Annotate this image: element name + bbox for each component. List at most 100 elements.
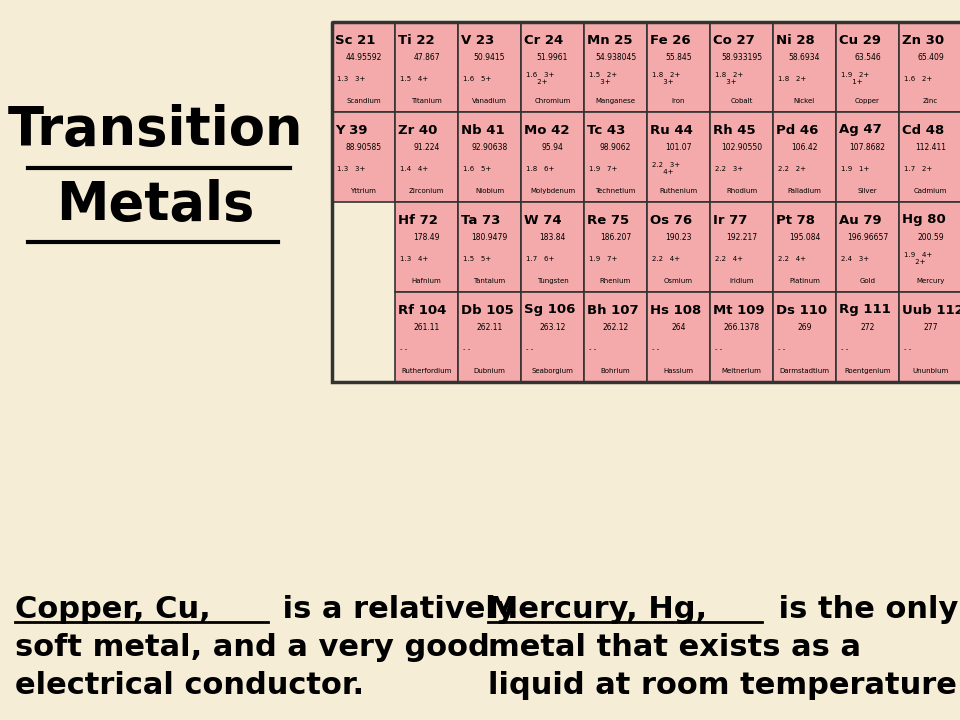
Text: Au 79: Au 79 <box>839 214 882 227</box>
Text: 50.9415: 50.9415 <box>473 53 505 63</box>
Text: 200.59: 200.59 <box>917 233 944 243</box>
Text: Hafnium: Hafnium <box>412 278 442 284</box>
Text: 192.217: 192.217 <box>726 233 757 243</box>
FancyBboxPatch shape <box>332 112 395 202</box>
Text: 263.12: 263.12 <box>540 323 565 333</box>
FancyBboxPatch shape <box>584 22 647 112</box>
Text: Ds 110: Ds 110 <box>776 304 828 317</box>
Text: Iron: Iron <box>672 98 685 104</box>
Text: Db 105: Db 105 <box>461 304 514 317</box>
Text: - -: - - <box>400 346 407 351</box>
Text: Ruthenium: Ruthenium <box>660 188 698 194</box>
Text: Cr 24: Cr 24 <box>524 34 564 47</box>
FancyBboxPatch shape <box>899 292 960 382</box>
Text: 2.2   4+: 2.2 4+ <box>652 256 680 261</box>
Text: Meitnerium: Meitnerium <box>722 368 761 374</box>
Text: 272: 272 <box>860 323 875 333</box>
Text: 1.5   4+: 1.5 4+ <box>400 76 428 81</box>
FancyBboxPatch shape <box>710 112 773 202</box>
Text: 1.9   1+: 1.9 1+ <box>841 166 870 171</box>
Text: Metals: Metals <box>56 179 254 231</box>
Text: Zr 40: Zr 40 <box>398 124 438 137</box>
Text: 1.9   2+
     1+: 1.9 2+ 1+ <box>841 72 870 86</box>
Text: Rhodium: Rhodium <box>726 188 757 194</box>
Text: - -: - - <box>841 346 849 351</box>
Text: 54.938045: 54.938045 <box>595 53 636 63</box>
Text: liquid at room temperature: liquid at room temperature <box>488 671 957 700</box>
Text: Hg 80: Hg 80 <box>902 214 946 227</box>
Text: 1.7   6+: 1.7 6+ <box>526 256 555 261</box>
Text: Zirconium: Zirconium <box>409 188 444 194</box>
Text: 58.6934: 58.6934 <box>789 53 820 63</box>
Text: Y 39: Y 39 <box>335 124 368 137</box>
FancyBboxPatch shape <box>647 292 710 382</box>
Text: Cu 29: Cu 29 <box>839 34 881 47</box>
Text: Pd 46: Pd 46 <box>776 124 819 137</box>
Text: - -: - - <box>778 346 785 351</box>
Text: 1.5   2+
     3+: 1.5 2+ 3+ <box>589 72 617 86</box>
Text: 262.11: 262.11 <box>476 323 503 333</box>
Text: Zinc: Zinc <box>923 98 938 104</box>
Text: Iridium: Iridium <box>730 278 754 284</box>
Text: 92.90638: 92.90638 <box>471 143 508 153</box>
Text: Osmium: Osmium <box>664 278 693 284</box>
Text: 277: 277 <box>924 323 938 333</box>
Text: Vanadium: Vanadium <box>472 98 507 104</box>
FancyBboxPatch shape <box>458 22 521 112</box>
Text: 101.07: 101.07 <box>665 143 692 153</box>
Text: Mercury: Mercury <box>916 278 945 284</box>
Text: Os 76: Os 76 <box>650 214 692 227</box>
Text: Palladium: Palladium <box>787 188 822 194</box>
Text: Ti 22: Ti 22 <box>398 34 435 47</box>
Text: Rh 45: Rh 45 <box>713 124 756 137</box>
FancyBboxPatch shape <box>773 202 836 292</box>
Text: is the only: is the only <box>768 595 958 624</box>
Text: Yttrium: Yttrium <box>350 188 376 194</box>
Text: Dubnium: Dubnium <box>473 368 505 374</box>
Text: Transition: Transition <box>8 104 302 156</box>
Text: Niobium: Niobium <box>475 188 504 194</box>
Text: 269: 269 <box>797 323 812 333</box>
Text: Zn 30: Zn 30 <box>902 34 945 47</box>
Text: Ag 47: Ag 47 <box>839 124 882 137</box>
Text: 95.94: 95.94 <box>541 143 564 153</box>
Text: 1.9   7+: 1.9 7+ <box>589 256 617 261</box>
Text: Cadmium: Cadmium <box>914 188 948 194</box>
Text: Tungsten: Tungsten <box>537 278 568 284</box>
Text: 196.96657: 196.96657 <box>847 233 888 243</box>
Text: 1.3   3+: 1.3 3+ <box>337 76 366 81</box>
Text: 63.546: 63.546 <box>854 53 881 63</box>
Text: Technetium: Technetium <box>595 188 636 194</box>
Text: Nb 41: Nb 41 <box>461 124 505 137</box>
FancyBboxPatch shape <box>647 202 710 292</box>
Text: Manganese: Manganese <box>595 98 636 104</box>
Text: Cd 48: Cd 48 <box>902 124 945 137</box>
Text: Nickel: Nickel <box>794 98 815 104</box>
FancyBboxPatch shape <box>458 292 521 382</box>
Text: 1.5   5+: 1.5 5+ <box>463 256 492 261</box>
Text: Ru 44: Ru 44 <box>650 124 693 137</box>
Text: 1.8   2+
     3+: 1.8 2+ 3+ <box>715 72 743 86</box>
Text: 91.224: 91.224 <box>414 143 440 153</box>
Text: Roentgenium: Roentgenium <box>844 368 891 374</box>
FancyBboxPatch shape <box>710 202 773 292</box>
FancyBboxPatch shape <box>647 112 710 202</box>
Text: Hf 72: Hf 72 <box>398 214 438 227</box>
Text: 47.867: 47.867 <box>413 53 440 63</box>
Text: metal that exists as a: metal that exists as a <box>488 633 861 662</box>
Text: Bohrium: Bohrium <box>601 368 631 374</box>
FancyBboxPatch shape <box>395 22 458 112</box>
Text: 1.8   2+: 1.8 2+ <box>778 76 806 81</box>
Text: 1.4   4+: 1.4 4+ <box>400 166 428 171</box>
Text: 262.12: 262.12 <box>602 323 629 333</box>
Text: Tc 43: Tc 43 <box>588 124 626 137</box>
Text: - -: - - <box>463 346 470 351</box>
Text: Tantalum: Tantalum <box>473 278 506 284</box>
Text: Darmstadtium: Darmstadtium <box>780 368 829 374</box>
Text: 1.6   3+
     2+: 1.6 3+ 2+ <box>526 72 555 86</box>
Text: - -: - - <box>589 346 596 351</box>
Text: - -: - - <box>652 346 660 351</box>
Text: Gold: Gold <box>859 278 876 284</box>
Text: Mt 109: Mt 109 <box>713 304 765 317</box>
Text: 88.90585: 88.90585 <box>346 143 381 153</box>
